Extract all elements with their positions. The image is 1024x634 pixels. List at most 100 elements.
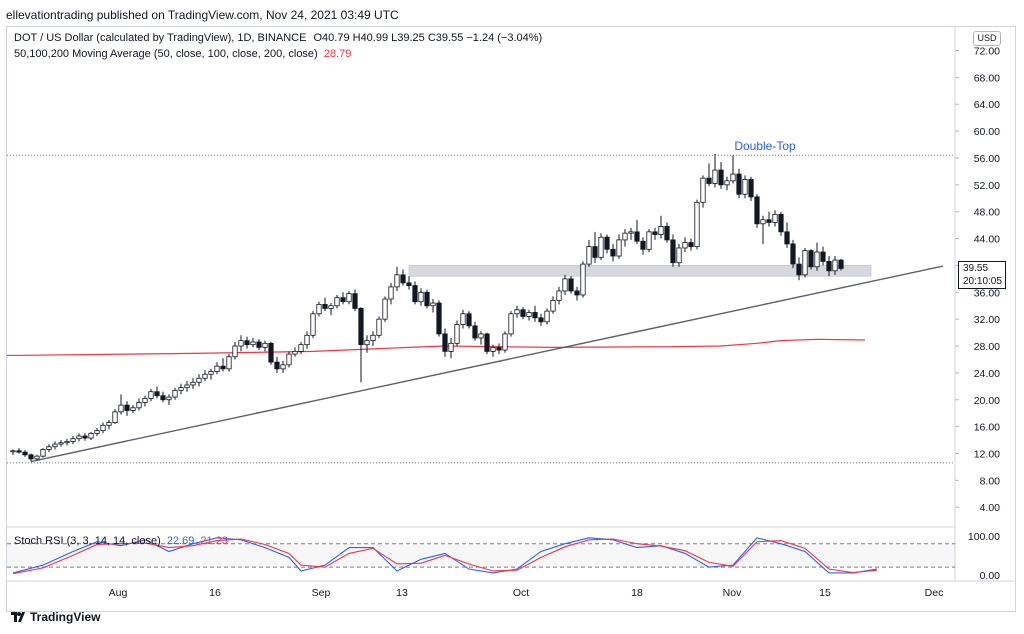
candle[interactable] <box>604 234 610 254</box>
candle[interactable] <box>538 313 544 326</box>
candle[interactable] <box>88 431 94 441</box>
candle[interactable] <box>682 237 688 252</box>
candle[interactable] <box>292 347 298 357</box>
candle[interactable] <box>418 288 424 306</box>
candle[interactable] <box>136 398 142 411</box>
candle[interactable] <box>388 282 394 305</box>
candle[interactable] <box>178 383 184 395</box>
candle[interactable] <box>190 378 196 390</box>
candle[interactable] <box>280 360 286 373</box>
candle[interactable] <box>472 321 478 341</box>
trendline-line[interactable] <box>30 265 944 463</box>
candle[interactable] <box>658 215 664 239</box>
candle[interactable] <box>94 427 100 437</box>
ma-line[interactable] <box>7 338 866 357</box>
candle[interactable] <box>556 286 562 305</box>
tradingview-logo[interactable]: TradingView <box>10 610 100 624</box>
candle[interactable] <box>40 448 46 458</box>
support-zone-rect[interactable] <box>408 265 872 277</box>
candle[interactable] <box>172 387 178 400</box>
candle[interactable] <box>820 246 826 266</box>
candle[interactable] <box>514 305 520 318</box>
candle[interactable] <box>838 258 844 271</box>
candle[interactable] <box>460 309 466 329</box>
candle[interactable] <box>742 175 748 199</box>
candle[interactable] <box>670 234 676 267</box>
candle[interactable] <box>166 394 172 406</box>
candle[interactable] <box>106 419 112 430</box>
candle[interactable] <box>676 243 682 267</box>
candle[interactable] <box>664 222 670 243</box>
candle[interactable] <box>478 331 484 345</box>
candle[interactable] <box>214 362 220 375</box>
candle[interactable] <box>220 358 226 372</box>
candle[interactable] <box>118 394 124 415</box>
candle[interactable] <box>622 229 628 247</box>
candle[interactable] <box>334 294 340 309</box>
candle[interactable] <box>196 374 202 387</box>
candle[interactable] <box>580 261 586 298</box>
candle[interactable] <box>646 229 652 252</box>
candle[interactable] <box>322 297 328 312</box>
candle[interactable] <box>574 286 580 301</box>
candle[interactable] <box>430 299 436 313</box>
candle[interactable] <box>532 305 538 322</box>
candle[interactable] <box>232 341 238 360</box>
candle[interactable] <box>502 331 508 353</box>
candle[interactable] <box>436 300 442 337</box>
candle[interactable] <box>724 176 730 191</box>
candle[interactable] <box>700 175 706 208</box>
candle[interactable] <box>130 405 136 414</box>
candle[interactable] <box>808 249 814 270</box>
symbol-title[interactable]: DOT / US Dollar (calculated by TradingVi… <box>14 32 307 44</box>
candle[interactable] <box>652 227 658 240</box>
candle[interactable] <box>310 311 316 338</box>
candle[interactable] <box>712 153 718 188</box>
candle[interactable] <box>736 168 742 199</box>
candle[interactable] <box>766 211 772 227</box>
candle[interactable] <box>262 340 268 352</box>
candle[interactable] <box>814 242 820 271</box>
candle[interactable] <box>508 311 514 337</box>
candle[interactable] <box>694 199 700 250</box>
candle[interactable] <box>352 289 358 312</box>
candle[interactable] <box>568 276 574 294</box>
candle[interactable] <box>22 450 28 457</box>
candle[interactable] <box>58 440 64 447</box>
candle[interactable] <box>778 211 784 236</box>
candle[interactable] <box>424 289 430 309</box>
candle[interactable] <box>544 308 550 325</box>
candle[interactable] <box>790 239 796 269</box>
candle[interactable] <box>610 243 616 262</box>
candle[interactable] <box>142 395 148 407</box>
candle[interactable] <box>112 409 118 424</box>
candle[interactable] <box>616 234 622 259</box>
candle[interactable] <box>442 328 448 357</box>
ma-label[interactable]: 50,100,200 Moving Average (50, close, 10… <box>14 48 318 60</box>
candle[interactable] <box>46 444 52 453</box>
candle[interactable] <box>34 454 40 461</box>
candle[interactable] <box>448 337 454 359</box>
candle[interactable] <box>274 356 280 373</box>
candle[interactable] <box>70 436 76 445</box>
candle[interactable] <box>268 341 274 365</box>
candle[interactable] <box>382 296 388 322</box>
candle[interactable] <box>148 389 154 402</box>
candle[interactable] <box>298 341 304 355</box>
candle[interactable] <box>730 155 736 184</box>
candle[interactable] <box>706 163 712 187</box>
candle[interactable] <box>202 370 208 381</box>
candle[interactable] <box>256 339 262 351</box>
candle[interactable] <box>346 290 352 305</box>
candle[interactable] <box>832 256 838 275</box>
candle[interactable] <box>76 433 82 442</box>
candle[interactable] <box>28 453 34 462</box>
candle[interactable] <box>454 320 460 347</box>
candle[interactable] <box>154 386 160 399</box>
candle[interactable] <box>400 269 406 286</box>
candle[interactable] <box>250 337 256 348</box>
candle[interactable] <box>484 332 490 355</box>
candle[interactable] <box>316 301 322 317</box>
candle[interactable] <box>100 422 106 434</box>
